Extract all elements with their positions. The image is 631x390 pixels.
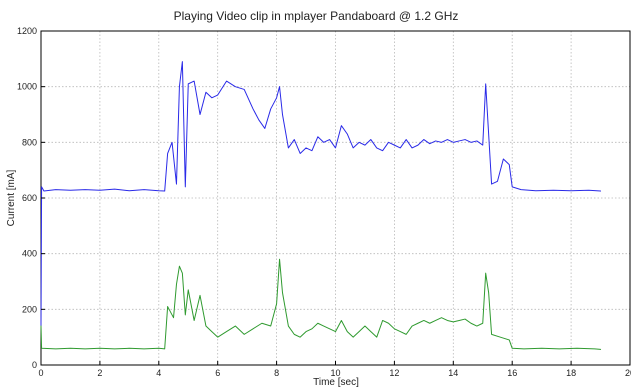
x-tick-label: 18 — [566, 368, 576, 378]
y-tick-label: 600 — [22, 193, 37, 203]
x-tick-label: 4 — [156, 368, 161, 378]
series-2-line-group — [40, 258, 602, 350]
y-tick-labels: 0 200 400 600 800 1000 1200 — [17, 26, 45, 370]
y-axis-label: Current [mA] — [6, 169, 17, 226]
y-tick-label: 0 — [32, 360, 37, 370]
x-tick-label: 2 — [97, 368, 102, 378]
x-tick-label: 10 — [330, 368, 340, 378]
x-tick-label: 6 — [215, 368, 220, 378]
series-2-line — [40, 258, 602, 350]
x-tick-label: 20 — [625, 368, 631, 378]
gridlines — [41, 31, 630, 365]
x-tick-label: 0 — [38, 368, 43, 378]
y-tick-label: 400 — [22, 249, 37, 259]
x-axis-label: Time [sec] — [313, 377, 359, 388]
x-tick-labels: 0 2 4 6 8 10 12 14 16 18 20 — [38, 361, 631, 378]
chart-title: Playing Video clip in mplayer Pandaboard… — [174, 9, 459, 23]
y-tick-label: 1200 — [17, 26, 37, 36]
series-1-line-group — [40, 61, 602, 327]
series-1-line — [40, 61, 602, 327]
x-tick-label: 14 — [448, 368, 458, 378]
y-tick-label: 800 — [22, 137, 37, 147]
x-tick-label: 12 — [389, 368, 399, 378]
x-tick-label: 8 — [274, 368, 279, 378]
y-tick-label: 1000 — [17, 82, 37, 92]
y-tick-label: 200 — [22, 304, 37, 314]
x-tick-label: 16 — [507, 368, 517, 378]
